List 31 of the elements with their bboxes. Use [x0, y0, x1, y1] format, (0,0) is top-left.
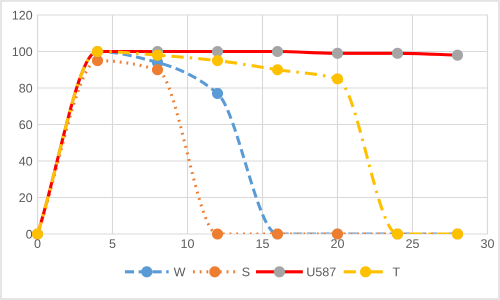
point	[332, 48, 344, 59]
point	[92, 55, 104, 66]
point	[332, 73, 344, 84]
legend-label: W	[174, 268, 186, 276]
y-tick-label: 60	[19, 120, 32, 130]
point	[152, 64, 164, 76]
legend-label: U587	[307, 267, 336, 276]
y-tick-label: 40	[19, 156, 32, 166]
x-tick-label: 25	[406, 239, 419, 248]
point	[212, 46, 224, 58]
x-tick-label: 20	[331, 239, 344, 248]
x-tick-label: 5	[110, 239, 116, 248]
point	[272, 64, 284, 76]
x-tick-label: 30	[481, 239, 494, 248]
x-tick-label: 0	[34, 239, 40, 248]
legend-label: S	[242, 267, 250, 276]
point	[212, 228, 224, 240]
legend-label: T	[392, 268, 400, 276]
point	[152, 50, 164, 61]
y-tick-label: 20	[19, 193, 32, 202]
x-tick-label: 10	[182, 239, 194, 248]
y-tick-label: 100	[12, 47, 32, 56]
point	[212, 55, 224, 66]
point	[452, 50, 464, 61]
y-tick-label: 120	[12, 10, 32, 20]
point	[392, 48, 404, 59]
y-tick-label: 0	[26, 230, 32, 239]
y-tick-label: 80	[19, 84, 32, 93]
point	[212, 88, 224, 100]
point	[272, 46, 284, 58]
x-tick-label: 15	[256, 239, 269, 248]
